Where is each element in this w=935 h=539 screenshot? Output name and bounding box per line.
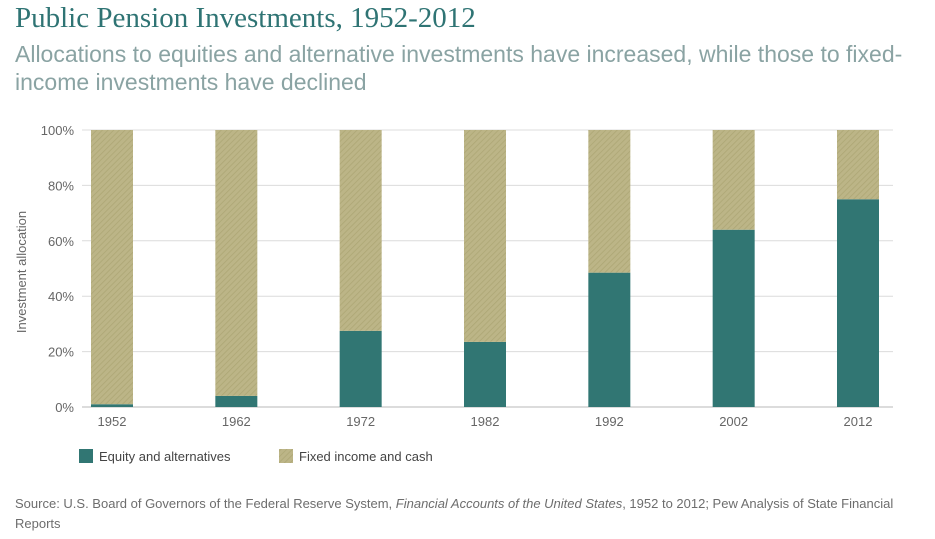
bar-equity <box>339 330 382 407</box>
chart-title: Public Pension Investments, 1952-2012 <box>15 2 476 34</box>
x-tick-label: 2012 <box>844 414 873 429</box>
legend-label-fixed-income: Fixed income and cash <box>299 449 433 464</box>
y-tick-label: 0% <box>55 400 74 415</box>
x-tick-label: 1962 <box>222 414 251 429</box>
x-tick-label: 1982 <box>471 414 500 429</box>
source-prefix: Source: U.S. Board of Governors of the F… <box>15 496 396 511</box>
bar-fixed-income <box>464 130 506 342</box>
bar-equity <box>588 272 631 407</box>
bar-equity <box>712 229 755 407</box>
source-publication: Financial Accounts of the United States <box>395 496 623 511</box>
legend-swatch-equity <box>79 449 93 463</box>
x-tick-label: 1972 <box>346 414 375 429</box>
bar-fixed-income <box>339 130 382 331</box>
source-suffix: , 1952 to 2012; Pew Analysis of State Fi… <box>15 496 894 531</box>
source-note: Source: U.S. Board of Governors of the F… <box>15 494 915 534</box>
legend-swatch-fixed-income <box>279 449 293 463</box>
chart-subtitle: Allocations to equities and alternative … <box>15 41 903 95</box>
x-tick-label: 2002 <box>719 414 748 429</box>
x-tick-label: 1992 <box>595 414 624 429</box>
bar-equity <box>837 199 879 407</box>
bar-fixed-income <box>588 130 631 273</box>
y-tick-label: 20% <box>48 345 74 360</box>
legend: Equity and alternatives Fixed income and… <box>79 449 433 464</box>
bar-equity <box>464 341 506 407</box>
y-tick-label: 40% <box>48 289 74 304</box>
bar-fixed-income <box>712 130 755 230</box>
bar-equity <box>91 404 133 407</box>
y-tick-label: 100% <box>41 123 75 138</box>
legend-label-equity: Equity and alternatives <box>99 449 231 464</box>
y-axis-label: Investment allocation <box>14 211 29 333</box>
bar-fixed-income <box>215 130 258 396</box>
x-tick-label: 1952 <box>98 414 127 429</box>
bar-equity <box>215 395 258 407</box>
stacked-bar-chart: 0% 20% 40% 60% 80% 100% 1952 1962 1972 1982 1992 2… <box>14 123 893 464</box>
y-tick-label: 60% <box>48 234 74 249</box>
y-tick-label: 80% <box>48 178 74 193</box>
bar-fixed-income <box>837 130 879 200</box>
bar-fixed-income <box>91 130 133 405</box>
